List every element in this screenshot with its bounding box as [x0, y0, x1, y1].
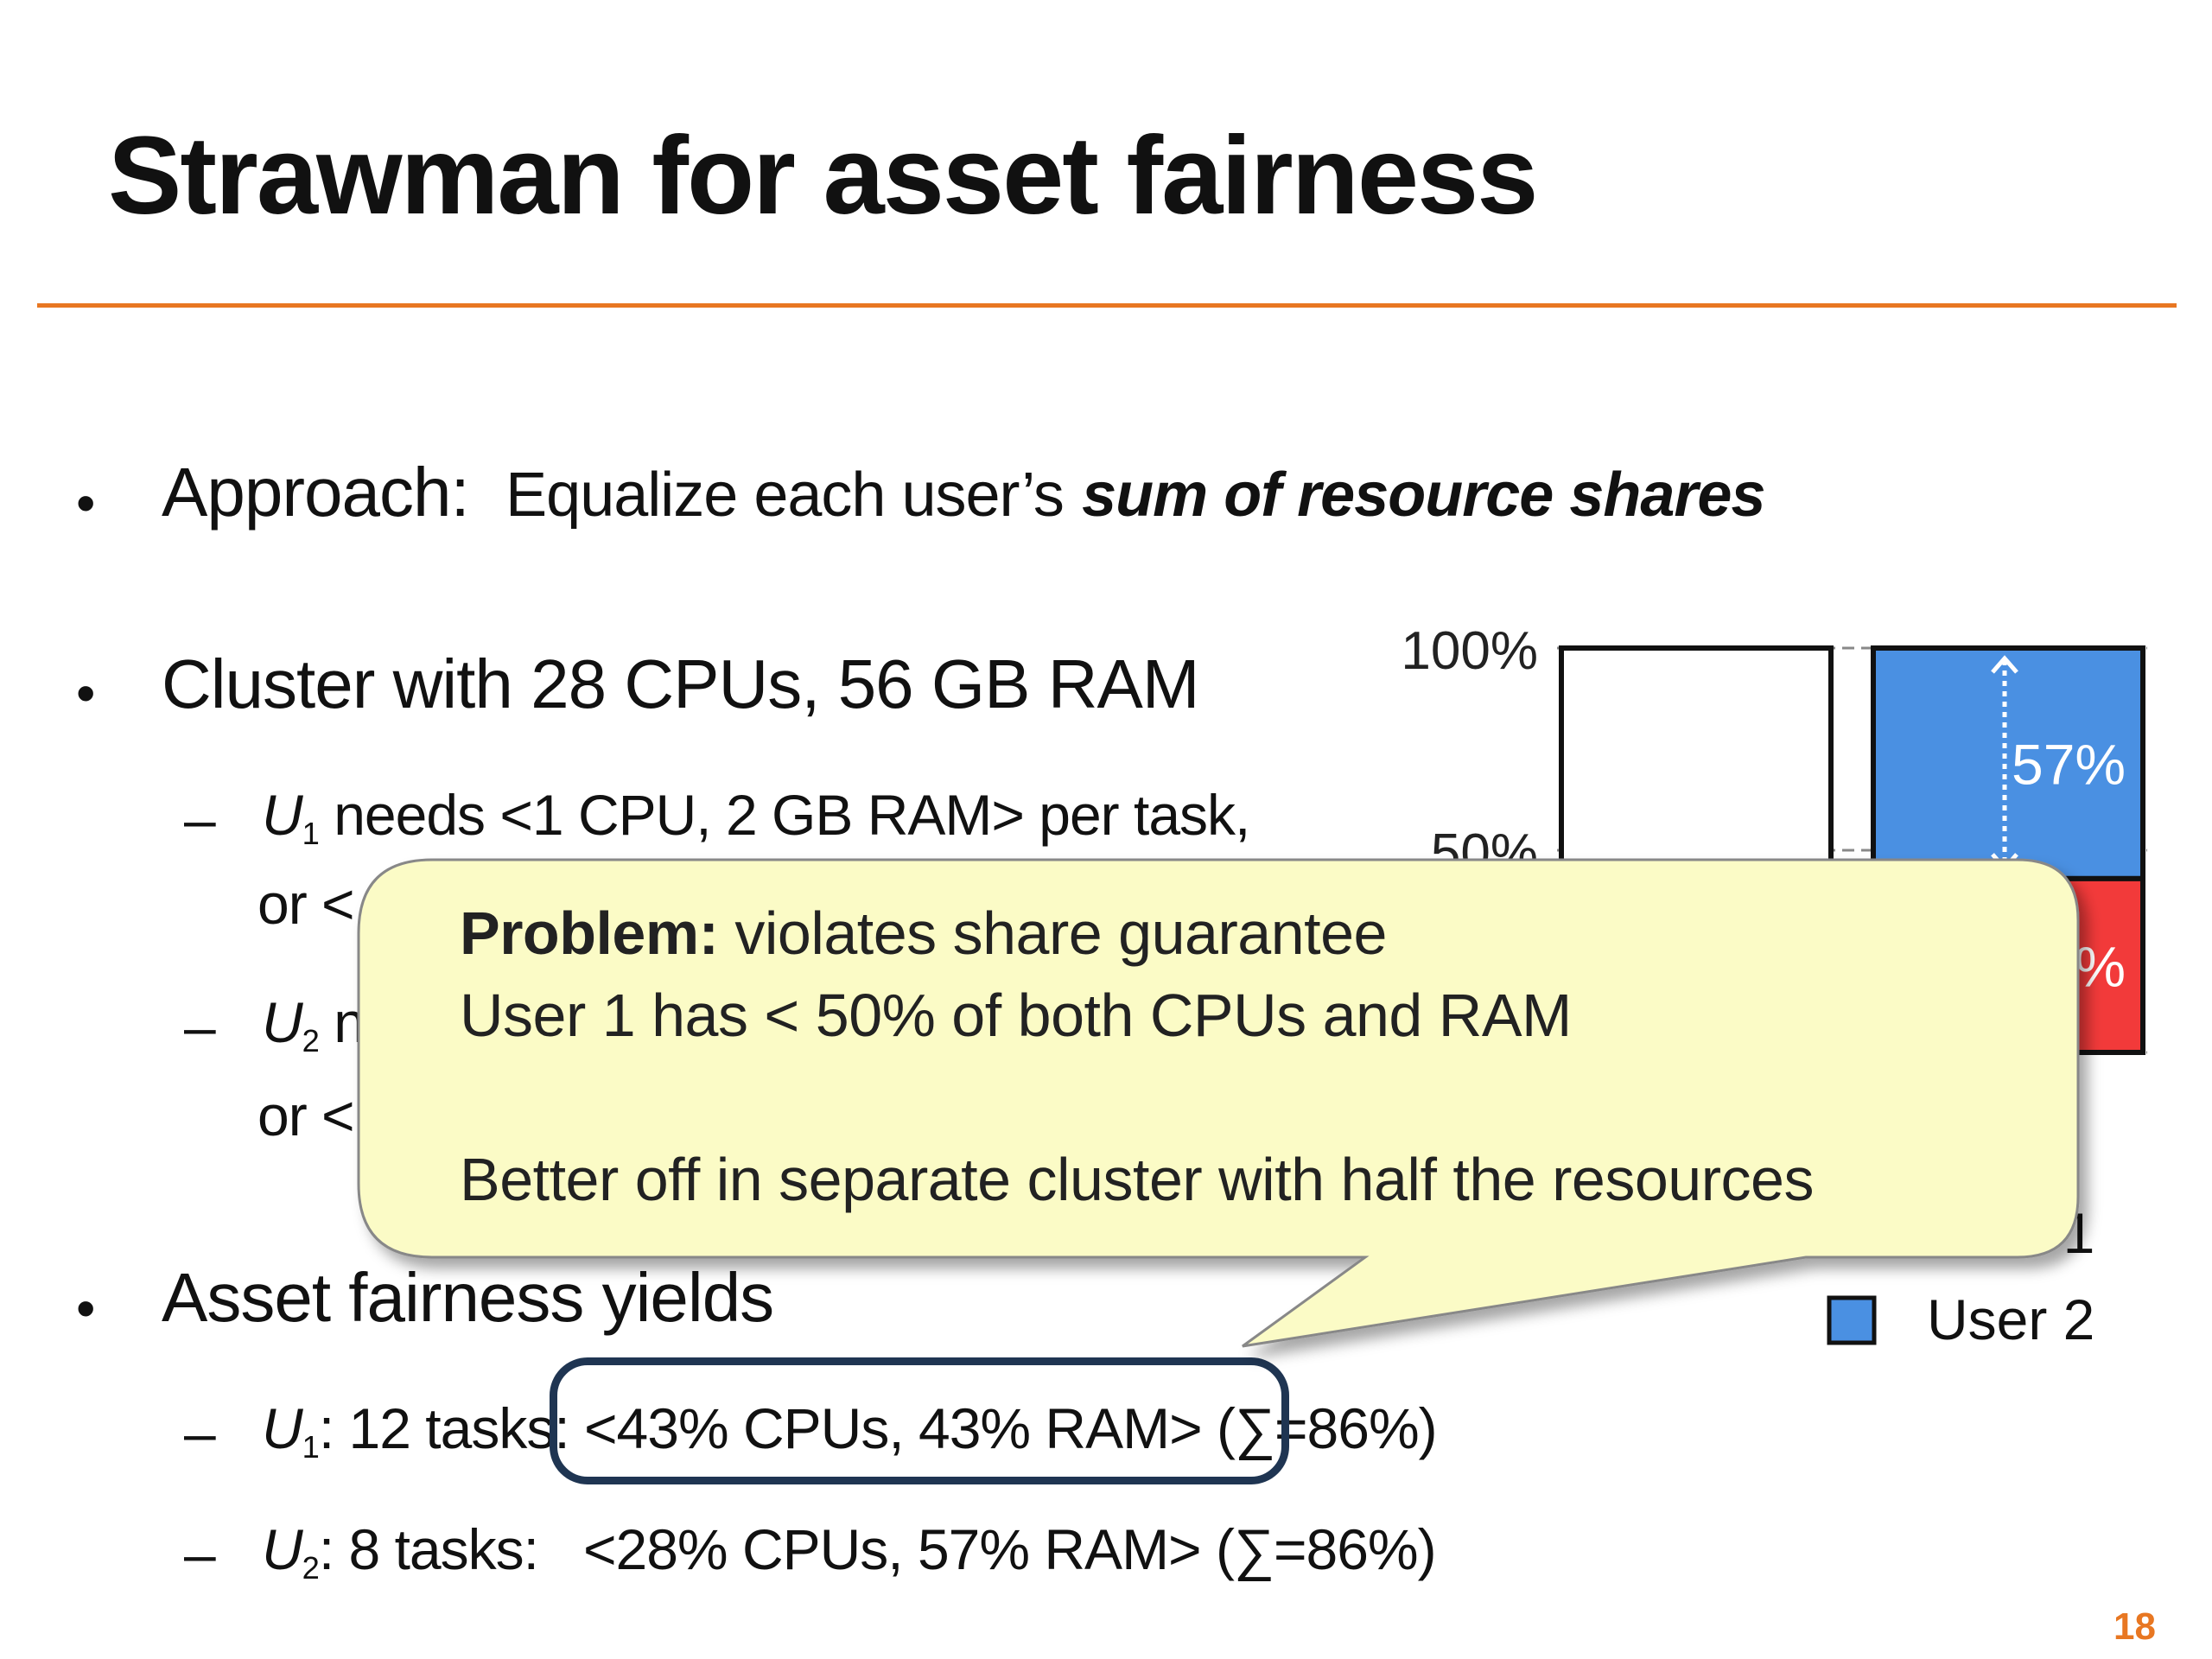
legend-label: User 2 [1927, 1287, 2094, 1351]
u1-yields: U1: 12 tasks: <43% CPUs, 43% RAM> (∑=86%… [262, 1400, 1438, 1465]
u1-needs-line2: or < [257, 872, 355, 936]
legend-swatch [1827, 1209, 1877, 1259]
u-sub: 1 [302, 815, 320, 851]
data-label: 57% [2012, 732, 2126, 796]
bullet-yields: Asset fairness yields [162, 1259, 774, 1336]
data-label: 43% [1700, 934, 1814, 998]
approach-text: Equalize each user’s [505, 461, 1065, 530]
bar-segment [1871, 645, 2145, 881]
sub-bullet-dash: – [184, 1522, 216, 1586]
u2-needs-text: n [334, 990, 365, 1054]
callout-line3: Better off in separate cluster with half… [460, 1146, 1814, 1213]
u-sub: 2 [302, 1549, 320, 1586]
u1-yields-text: : 12 tasks: <43% CPUs, 43% RAM> (∑=86%) [318, 1396, 1438, 1460]
legend-label: User 1 [1927, 1201, 2094, 1265]
bullet-dot: • [76, 662, 96, 724]
bullet-dot: • [76, 472, 96, 534]
sub-bullet-dash: – [184, 995, 216, 1058]
chart-legend: User 1 User 2 [1827, 1201, 2094, 1351]
u2-needs: U2 n [262, 994, 365, 1057]
y-tick-label: 50% [1431, 823, 1538, 883]
u2-needs-line2: or < [257, 1084, 355, 1147]
bullet-dot: • [76, 1277, 96, 1339]
u-letter: U [262, 783, 303, 847]
u-sub: 1 [302, 1428, 320, 1465]
highlight-box [550, 1357, 1289, 1484]
bullet-cluster: Cluster with 28 CPUs, 56 GB RAM [162, 645, 1199, 722]
callout-bold: Problem: [460, 899, 719, 967]
callout-line2: User 1 has < 50% of both CPUs and RAM [460, 982, 1572, 1049]
approach-emphasis: sum of resource shares [1082, 461, 1765, 530]
u2-yields-text: : 8 tasks: <28% CPUs, 57% RAM> (∑=86%) [318, 1517, 1437, 1581]
bar-empty [1559, 645, 1834, 881]
callout-text1: violates share guarantee [718, 899, 1387, 967]
chart-y-axis: 100% 50% [1401, 621, 1538, 883]
u1-needs-text: needs <1 CPU, 2 GB RAM> per task, [334, 783, 1250, 847]
page-number: 18 [2113, 1605, 2156, 1648]
sub-bullet-dash: – [184, 787, 216, 851]
u1-needs: U1 needs <1 CPU, 2 GB RAM> per task, [262, 783, 1250, 851]
y-tick-label: 100% [1401, 621, 1538, 681]
arrow-head [1991, 655, 2018, 674]
u-sub: 2 [302, 1022, 320, 1058]
u-letter: U [262, 1517, 303, 1581]
data-label: 43% [2012, 934, 2126, 998]
u-letter: U [262, 1396, 303, 1460]
u2-yields: U2: 8 tasks: <28% CPUs, 57% RAM> (∑=86%) [262, 1521, 1437, 1586]
slide-title: Strawman for asset fairness [108, 114, 1538, 238]
legend-swatch [1827, 1295, 1877, 1345]
bullet-approach: Approach: Equalize each user’s sum of re… [162, 458, 1766, 530]
u-letter: U [262, 990, 303, 1054]
approach-label: Approach: [162, 454, 470, 531]
callout-line1: Problem: violates share guarantee [460, 903, 1387, 963]
title-divider [37, 303, 2177, 308]
sub-bullet-dash: – [184, 1401, 216, 1465]
